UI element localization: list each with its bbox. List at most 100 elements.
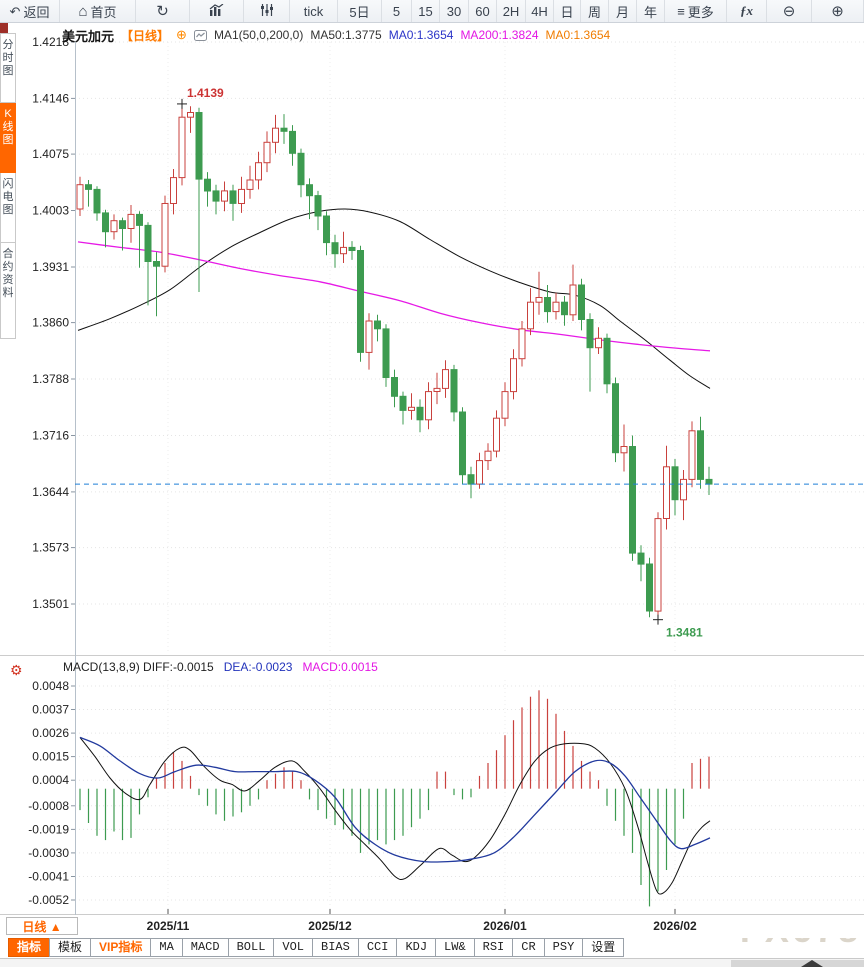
candle-body — [603, 337, 611, 385]
interval-30min[interactable]: 30 — [440, 0, 469, 22]
sidebar-tab-contract-info[interactable]: 合约资料 — [0, 243, 16, 339]
high-price-label: 1.4139 — [187, 86, 224, 100]
interval-tick[interactable]: tick — [290, 0, 338, 22]
interval-4h[interactable]: 4H — [526, 0, 554, 22]
interval-15min[interactable]: 15 — [412, 0, 440, 22]
tab-template[interactable]: 模板 — [49, 938, 92, 957]
candle-body — [119, 220, 126, 229]
interval-weekly[interactable]: 周 — [581, 0, 609, 22]
interval-5day[interactable]: 5日 — [338, 0, 382, 22]
candle-body — [408, 406, 415, 411]
tab-settings[interactable]: 设置 — [582, 938, 625, 957]
toolbar-item-label: 30 — [446, 3, 462, 19]
candle-body — [467, 474, 475, 485]
tab-vip-indicator[interactable]: VIP指标 — [90, 938, 152, 957]
x-axis-label: 2026/02 — [653, 919, 697, 933]
candle-body — [425, 391, 432, 421]
candle-body — [535, 297, 543, 303]
indicator-settings-icon[interactable]: ⚙ — [10, 662, 23, 678]
horizontal-scrollbar[interactable] — [0, 958, 864, 967]
diff-line — [79, 737, 711, 895]
zoom-out-button[interactable]: ⊖ — [767, 0, 812, 22]
macd-dea-value: DEA:-0.0023 — [223, 660, 293, 674]
tab-bias[interactable]: BIAS — [312, 938, 359, 957]
low-price-label: 1.3481 — [666, 626, 703, 640]
candle-body — [416, 406, 424, 421]
candle-body — [561, 301, 568, 316]
interval-5min[interactable]: 5 — [382, 0, 412, 22]
candle-body — [153, 261, 160, 267]
macd-axis-label: 0.0015 — [32, 750, 69, 764]
candle-body — [246, 179, 254, 190]
price-chart-header: 美元加元 【日线】 ⊕ MA1(50,0,200,0) MA50:1.3775 … — [62, 26, 610, 44]
x-axis-row: 日线 ▲ 2025/11 2025/12 2026/01 2026/02 — [0, 915, 864, 938]
interval-60min[interactable]: 60 — [469, 0, 497, 22]
macd-hist-value: MACD:0.0015 — [302, 660, 378, 674]
candle-body — [697, 430, 704, 480]
zoom-in-icon: ⊕ — [831, 2, 844, 20]
tab-indicator[interactable]: 指标 — [8, 938, 51, 957]
interval-yearly[interactable]: 年 — [637, 0, 665, 22]
candle-body — [187, 112, 194, 118]
candle-body — [212, 190, 220, 202]
candle-body — [510, 358, 517, 393]
macd-axis-label: -0.0052 — [28, 893, 69, 907]
interval-daily[interactable]: 日 — [554, 0, 581, 22]
candle-body — [238, 188, 245, 204]
candle-body — [136, 213, 143, 226]
fx-button[interactable]: ƒx — [727, 0, 767, 22]
interval-monthly[interactable]: 月 — [609, 0, 637, 22]
candle-body — [680, 478, 687, 501]
tab-cr[interactable]: CR — [512, 938, 545, 957]
interval-2h[interactable]: 2H — [497, 0, 526, 22]
add-compare-icon[interactable]: ⊕ — [176, 27, 187, 42]
tab-psy[interactable]: PSY — [543, 938, 584, 957]
x-axis-label: 2026/01 — [483, 919, 527, 933]
chart-style-icon[interactable] — [193, 29, 207, 41]
symbol-name: 美元加元 — [62, 28, 115, 44]
macd-axis-label: 0.0004 — [32, 773, 69, 787]
candle-body — [272, 127, 279, 143]
tab-ma[interactable]: MA — [150, 938, 183, 957]
tab-kdj[interactable]: KDJ — [396, 938, 437, 957]
tab-vol[interactable]: VOL — [273, 938, 314, 957]
candle-body — [663, 466, 670, 519]
scrollbar-thumb[interactable] — [731, 960, 864, 967]
period-selector[interactable]: 日线 ▲ — [6, 917, 78, 935]
home-button[interactable]: ⌂ 首页 — [60, 0, 136, 22]
ma0-blue-value: MA0:1.3654 — [388, 28, 454, 42]
toolbar-item-label: 日 — [560, 4, 574, 20]
price-axis-label: 1.3860 — [32, 316, 69, 330]
toolbar-item-label: 月 — [615, 4, 629, 20]
macd-axis-label: -0.0008 — [28, 799, 69, 813]
more-button[interactable]: ≡ 更多 — [665, 0, 727, 22]
candle-body — [357, 250, 364, 353]
sidebar-tab-lightning[interactable]: 闪电图 — [0, 173, 16, 243]
sidebar-tab-timeshare[interactable]: 分时图 — [0, 33, 16, 103]
chart-canvas[interactable]: 1.4218 1.4146 1.4075 1.4003 1.3931 1.3860 1.37… — [0, 23, 864, 915]
candle-body — [170, 177, 177, 205]
candle-body — [161, 203, 169, 267]
candle-body — [646, 563, 653, 612]
sidebar-tab-kline[interactable]: K线图 — [0, 103, 16, 173]
chart-type-button[interactable] — [190, 0, 244, 22]
tab-cci[interactable]: CCI — [357, 938, 398, 957]
candle-body — [544, 297, 551, 313]
tab-rsi[interactable]: RSI — [473, 938, 514, 957]
collapse-arrow-icon[interactable] — [801, 960, 823, 967]
candle-body — [442, 369, 449, 389]
indicator-adjust-button[interactable] — [244, 0, 290, 22]
tab-macd[interactable]: MACD — [181, 938, 229, 957]
zoom-in-button[interactable]: ⊕ — [812, 0, 864, 22]
price-axis-label: 1.3573 — [32, 541, 69, 555]
macd-formula-diff: MACD(13,8,9) DIFF:-0.0015 — [63, 660, 214, 674]
candle-body — [671, 466, 679, 501]
candle-body — [289, 130, 296, 154]
candle-body — [297, 152, 305, 186]
refresh-button[interactable]: ↻ — [136, 0, 190, 22]
candle-body — [178, 116, 186, 179]
back-button[interactable]: ↶ 返回 — [0, 0, 60, 22]
candle-body — [374, 320, 381, 330]
tab-lw[interactable]: LW& — [435, 938, 475, 957]
tab-boll[interactable]: BOLL — [227, 938, 275, 957]
